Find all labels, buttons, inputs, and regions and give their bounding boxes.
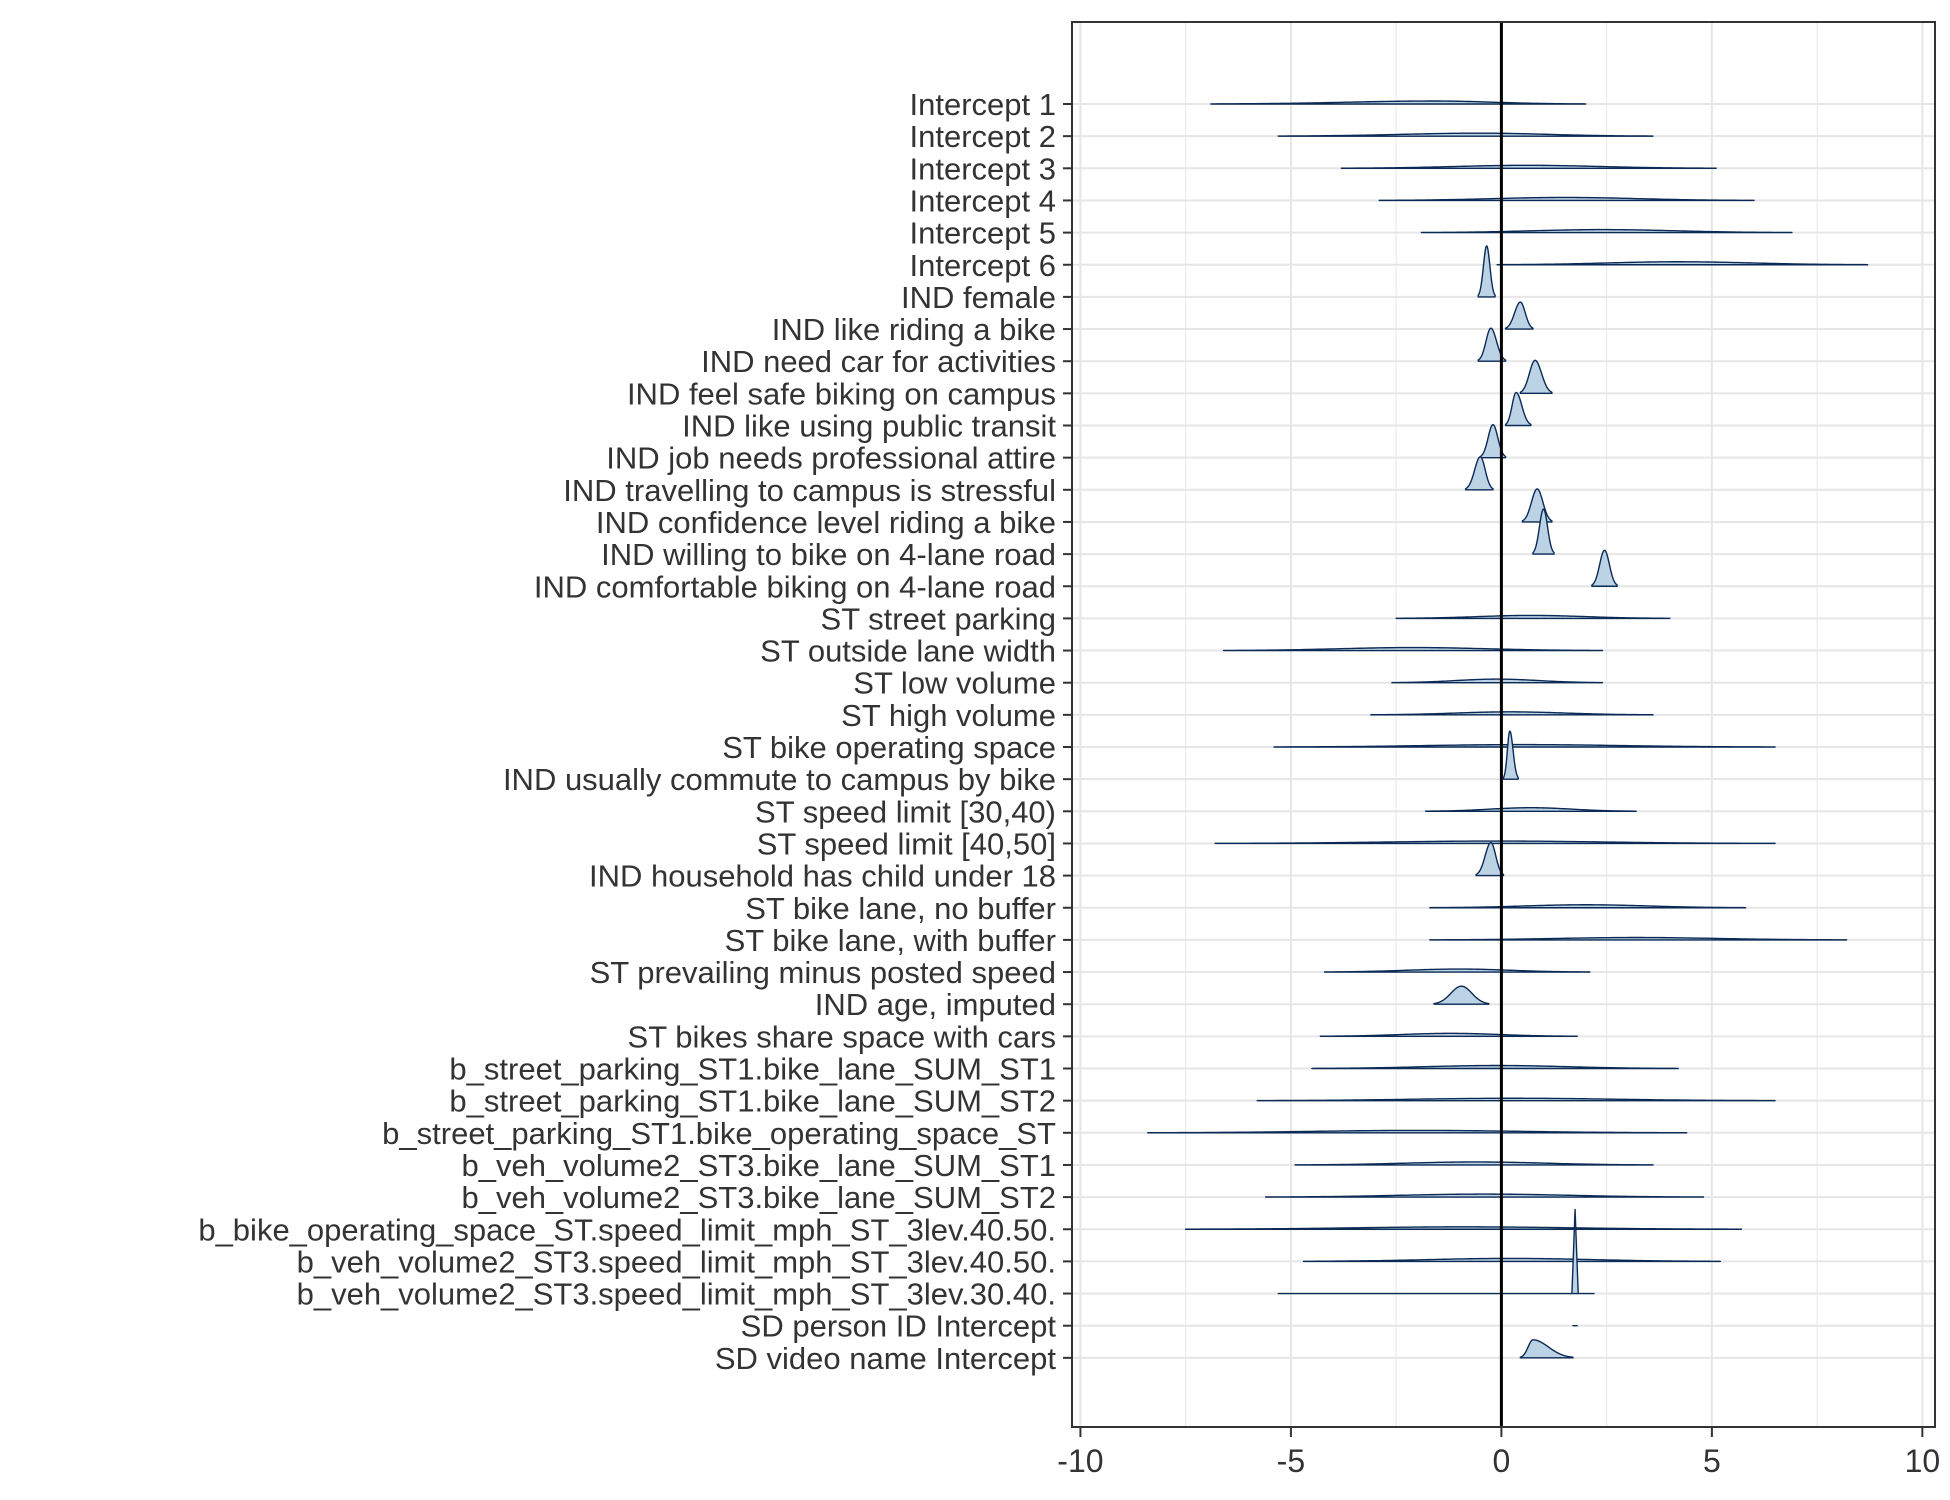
y-tick-label: ST high volume: [841, 698, 1056, 733]
density-ridge: [1340, 164, 1717, 169]
panel-border: [1071, 21, 1936, 1428]
y-tick-label: ST low volume: [853, 666, 1056, 701]
y-tick-label: Intercept 2: [910, 119, 1056, 154]
x-tick-label: 5: [1703, 1443, 1721, 1479]
density-ridge: [1424, 807, 1637, 812]
density-ridge: [1311, 1064, 1679, 1070]
density-ridge: [1147, 1129, 1688, 1134]
y-tick-label: b_veh_volume2_ST3.speed_limit_mph_ST_3le…: [297, 1244, 1056, 1279]
y-tick-label: ST bike operating space: [722, 730, 1056, 765]
density-ridge: [1433, 985, 1490, 1005]
density-ridge: [1294, 1161, 1654, 1166]
density-ridge: [1273, 743, 1776, 748]
x-tick-label: 10: [1905, 1443, 1941, 1479]
y-tick-label: IND age, imputed: [815, 987, 1056, 1022]
density-ridge: [1519, 359, 1553, 395]
y-tick-label: b_street_parking_ST1.bike_lane_SUM_ST2: [449, 1084, 1056, 1119]
y-tick-label: IND household has child under 18: [589, 859, 1056, 894]
density-ridge: [1496, 261, 1869, 266]
y-tick-label: b_bike_operating_space_ST.speed_limit_mp…: [198, 1212, 1056, 1247]
density-ridge: [1420, 228, 1793, 234]
y-tick-label: IND like using public transit: [682, 409, 1056, 444]
density-ridge: [1504, 391, 1532, 427]
density-ridge: [1464, 456, 1494, 491]
panel-background: [1072, 22, 1935, 1427]
density-ridge: [1591, 549, 1618, 587]
density-ridge: [1184, 1226, 1743, 1230]
y-tick-label: ST bike lane, with buffer: [725, 923, 1056, 958]
y-tick-label: b_street_parking_ST1.bike_lane_SUM_ST1: [449, 1052, 1056, 1087]
density-ridge: [1395, 614, 1671, 620]
y-tick-label: ST bikes share space with cars: [628, 1019, 1056, 1054]
y-tick-label: ST outside lane width: [760, 634, 1056, 669]
density-ridges: [1147, 100, 1869, 1359]
density-ridge: [1256, 1097, 1776, 1102]
y-tick-label: SD person ID Intercept: [741, 1309, 1057, 1344]
density-ridge: [1319, 1032, 1578, 1038]
y-tick-label: IND female: [901, 280, 1056, 315]
y-tick-label: IND job needs professional attire: [606, 441, 1056, 476]
y-tick-label: b_veh_volume2_ST3.bike_lane_SUM_ST1: [461, 1148, 1056, 1183]
x-tick-label: 0: [1492, 1443, 1510, 1479]
x-axis: -10 -5 0 5 10: [1057, 1427, 1940, 1479]
y-tick-label: b_veh_volume2_ST3.speed_limit_mph_ST_3le…: [297, 1277, 1056, 1312]
y-tick-label: ST speed limit [30,40): [755, 794, 1056, 829]
y-tick-label: IND travelling to campus is stressful: [563, 473, 1056, 508]
y-tick-label: ST speed limit [40,50]: [757, 826, 1056, 861]
y-tick-label: Intercept 4: [910, 183, 1056, 218]
density-ridge: [1323, 968, 1591, 973]
y-tick-label: IND willing to bike on 4-lane road: [601, 537, 1056, 572]
y-tick-label: IND comfortable biking on 4-lane road: [534, 569, 1056, 604]
density-ridge: [1378, 196, 1755, 202]
density-ridge: [1504, 301, 1534, 330]
density-ridge: [1302, 1257, 1721, 1263]
y-tick-label: IND need car for activities: [701, 344, 1056, 379]
density-ridge: [1277, 132, 1654, 137]
y-tick-label: IND confidence level riding a bike: [596, 505, 1056, 540]
y-tick-label: SD video name Intercept: [715, 1341, 1057, 1376]
y-tick-label: Intercept 1: [910, 87, 1056, 122]
y-tick-label: b_street_parking_ST1.bike_operating_spac…: [382, 1116, 1056, 1151]
y-tick-label: IND like riding a bike: [772, 312, 1056, 347]
y-tick-label: ST street parking: [821, 601, 1056, 636]
density-ridge: [1532, 508, 1555, 555]
y-tick-label: IND usually commute to campus by bike: [503, 762, 1056, 797]
density-ridge: [1477, 245, 1496, 298]
density-ridge: [1519, 1339, 1574, 1359]
y-tick-label: Intercept 5: [910, 216, 1056, 251]
density-ridge: [1502, 730, 1519, 780]
y-tick-label: b_veh_volume2_ST3.bike_lane_SUM_ST2: [461, 1180, 1056, 1215]
density-ridge: [1214, 840, 1776, 845]
y-tick-label: ST prevailing minus posted speed: [590, 955, 1056, 990]
density-ridge: [1429, 904, 1747, 909]
x-tick-label: -5: [1277, 1443, 1305, 1479]
density-ridge: [1370, 711, 1654, 716]
density-ridge: [1391, 678, 1604, 684]
y-tick-label: Intercept 3: [910, 151, 1056, 186]
density-ridge: [1277, 1208, 1595, 1295]
density-ridge: [1429, 936, 1848, 941]
x-tick-label: -10: [1057, 1443, 1103, 1479]
density-ridge: [1222, 646, 1604, 652]
density-ridge: [1264, 1193, 1705, 1198]
y-tick-label: IND feel safe biking on campus: [627, 376, 1056, 411]
density-ridge: [1210, 100, 1587, 105]
density-ridge: [1475, 841, 1505, 877]
y-tick-label: Intercept 6: [910, 248, 1056, 283]
y-tick-label: ST bike lane, no buffer: [745, 891, 1056, 926]
